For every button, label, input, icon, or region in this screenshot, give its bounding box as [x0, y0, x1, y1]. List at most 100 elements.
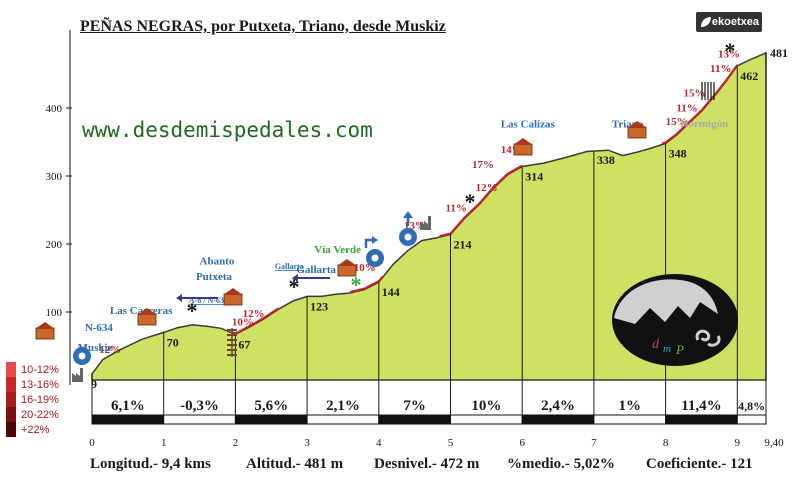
house-wall	[137, 313, 157, 326]
place-label: N-634	[85, 322, 114, 334]
legend-label: 16-19%	[21, 393, 59, 406]
steep-section-line	[439, 164, 523, 237]
x-tick-label: 0	[89, 437, 95, 449]
house-icon	[137, 308, 157, 326]
km-scale-bar	[378, 414, 451, 425]
segment-grade-label: 10%	[471, 398, 501, 414]
star-icon: *	[725, 38, 736, 63]
segment-grade-label: 1%	[619, 398, 642, 414]
x-tick-label: 5	[448, 437, 454, 449]
steepness-label: 15%	[684, 87, 706, 99]
star-icon: *	[187, 298, 198, 323]
km-scale-bar	[593, 414, 667, 425]
legend-item: 16-19%	[6, 392, 59, 407]
legend-swatch	[6, 362, 16, 377]
house-icon	[627, 121, 647, 139]
up-arrow-head	[403, 211, 413, 218]
railway-icon	[227, 328, 237, 357]
steepness-label: 11%	[445, 202, 466, 214]
elevation-value-label: 70	[167, 335, 179, 349]
x-tick-label: 1	[161, 437, 167, 449]
gradient-legend: 10-12% 13-16% 16-19% 20-22% +22%	[6, 362, 59, 437]
segment-grade-label: 4,8%	[738, 399, 765, 413]
legend-item: 13-16%	[6, 377, 59, 392]
y-tick-label: 200	[46, 239, 63, 251]
house-roof	[137, 308, 157, 315]
footer-length: Longitud.- 9,4 kms	[90, 456, 211, 472]
legend-label: 10-12%	[21, 363, 59, 376]
km-scale-bar	[450, 414, 523, 425]
steepness-label: 12%	[476, 182, 498, 194]
roundabout-icon	[366, 249, 384, 267]
house-icon	[513, 138, 533, 156]
steep-section-line	[661, 64, 739, 145]
turn-arrow-icon	[364, 238, 374, 248]
chart-title: PEÑAS NEGRAS, por Putxeta, Triano, desde…	[80, 18, 446, 35]
house-roof	[35, 322, 55, 329]
roundabout-icon	[399, 228, 417, 246]
segment-grade-label: 5,6%	[254, 398, 288, 414]
km-scale-bar	[521, 414, 595, 425]
brand-badge: ekoetxea	[696, 12, 762, 32]
elevation-value-label: 144	[382, 285, 400, 299]
place-label: Gallarta	[275, 262, 304, 271]
steepness-label: 15%	[666, 116, 688, 128]
segment-grade-label: 7%	[403, 398, 426, 414]
x-tick-label: 7	[591, 437, 597, 449]
dmp-logo: d m P	[612, 274, 738, 366]
elevation-value-label: 67	[238, 337, 250, 351]
steepness-label: 11%	[676, 102, 697, 114]
ramp-marks-icon	[701, 82, 715, 100]
elevation-value-label: 348	[669, 146, 687, 160]
website-url[interactable]: www.desdemispedales.com	[82, 118, 373, 142]
x-tick-label: 9,40	[764, 437, 784, 449]
elevation-value-label: 338	[597, 153, 615, 167]
factory-shape	[420, 216, 431, 230]
place-label: Abanto	[200, 255, 235, 267]
legend-item: 10-12%	[6, 362, 59, 377]
place-label: Las Calizas	[501, 119, 556, 131]
factory-shape	[72, 368, 83, 382]
legend-label: 20-22%	[21, 408, 59, 421]
house-icon	[35, 322, 55, 340]
logo-letter: P	[675, 342, 684, 357]
house-wall	[627, 126, 647, 139]
legend-item: +22%	[6, 422, 59, 437]
direction-arrow-head	[292, 274, 298, 282]
star-icon: *	[289, 274, 300, 299]
place-label: Gallarta	[296, 264, 336, 276]
elevation-value-label: 314	[525, 169, 543, 183]
x-tick-label: 6	[519, 437, 525, 449]
elevation-value-label: 214	[454, 237, 472, 251]
elevation-value-label: 9	[91, 377, 97, 391]
footer-coefficient: Coeficiente.- 121	[646, 456, 753, 472]
y-tick-label: 300	[46, 171, 63, 183]
legend-label: +22%	[21, 423, 50, 436]
roundabout-center	[371, 254, 379, 262]
km-scale-bar	[736, 414, 767, 425]
place-label: Hormigón	[680, 118, 728, 130]
y-tick-label: 400	[46, 103, 63, 115]
footer-altitude: Altitud.- 481 m	[246, 456, 344, 472]
place-label: Las Carreras	[110, 305, 173, 317]
house-roof	[513, 138, 533, 145]
steep-section-line	[349, 276, 384, 293]
house-icon	[223, 288, 243, 306]
x-tick-label: 2	[233, 437, 239, 449]
place-label: A-8 / N-634	[189, 296, 228, 305]
star-icon: *	[465, 189, 476, 214]
y-tick-label: 100	[46, 307, 63, 319]
km-scale-bar	[306, 414, 380, 425]
factory-icon	[72, 368, 83, 382]
x-tick-label: 4	[376, 437, 382, 449]
elevation-value-label: 462	[740, 69, 758, 83]
roundabout-center	[404, 233, 412, 241]
logo-letter: m	[663, 343, 671, 355]
x-tick-label: 9	[735, 437, 741, 449]
house-wall	[35, 327, 55, 340]
steep-section-line	[231, 307, 279, 335]
km-scale-bar	[91, 414, 165, 425]
factory-icon	[420, 216, 431, 230]
house-wall	[513, 143, 533, 156]
